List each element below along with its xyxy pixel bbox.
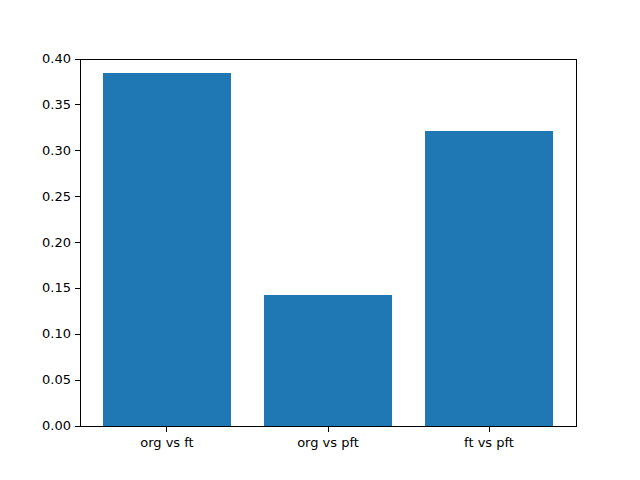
- x-tick-label: org vs ft: [97, 435, 237, 451]
- x-tick-mark: [166, 427, 167, 432]
- y-tick-label: 0.00: [0, 418, 71, 434]
- x-tick-label: org vs pft: [258, 435, 398, 451]
- y-tick-mark: [75, 104, 80, 105]
- y-tick-label: 0.35: [0, 97, 71, 113]
- y-tick-mark: [75, 150, 80, 151]
- y-tick-label: 0.40: [0, 51, 71, 67]
- y-tick-mark: [75, 196, 80, 197]
- x-tick-label: ft vs pft: [419, 435, 559, 451]
- y-tick-mark: [75, 426, 80, 427]
- y-tick-mark: [75, 334, 80, 335]
- bar-org-vs-pft: [264, 295, 393, 426]
- y-tick-label: 0.30: [0, 143, 71, 159]
- matplotlib-figure: 0.00 0.05 0.10 0.15 0.20 0.25 0.30 0.35 0.40 org…: [0, 0, 640, 480]
- y-tick-mark: [75, 288, 80, 289]
- x-tick-mark: [328, 427, 329, 432]
- bar-ft-vs-pft: [425, 131, 554, 426]
- y-tick-label: 0.15: [0, 280, 71, 296]
- bar-org-vs-ft: [103, 73, 232, 426]
- y-tick-mark: [75, 242, 80, 243]
- x-tick-mark: [489, 427, 490, 432]
- y-tick-label: 0.25: [0, 189, 71, 205]
- y-tick-label: 0.20: [0, 235, 71, 251]
- y-tick-label: 0.10: [0, 326, 71, 342]
- y-tick-label: 0.05: [0, 372, 71, 388]
- y-tick-mark: [75, 59, 80, 60]
- y-tick-mark: [75, 380, 80, 381]
